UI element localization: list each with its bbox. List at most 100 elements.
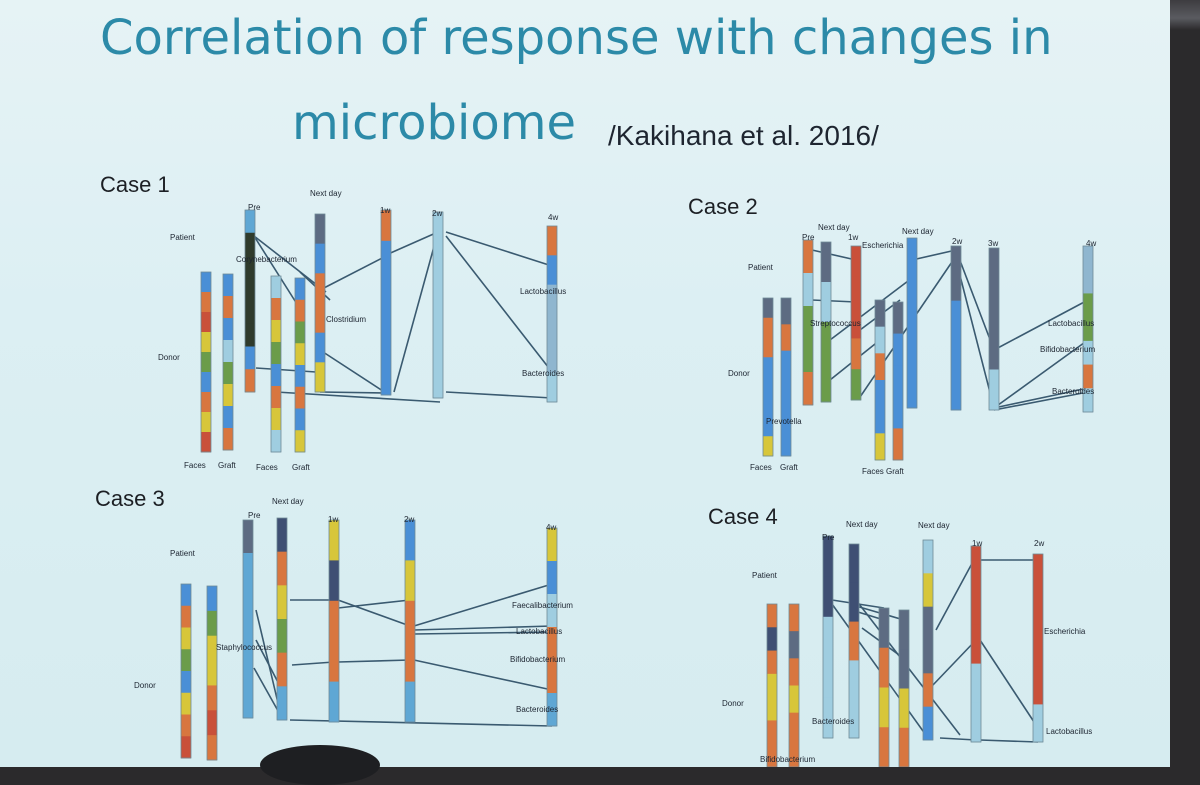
- case-1-column-3-outline: [244, 209, 256, 393]
- case-1-column-6-segment: [315, 243, 325, 274]
- case-3-column-1-segment: [181, 627, 191, 650]
- case-4-column-2-segment: [789, 658, 799, 686]
- case-2-column-2-segment: [781, 350, 791, 378]
- case-2-column-4-segment: [821, 282, 831, 323]
- case-2-label-3: Pre: [802, 233, 815, 242]
- case-4-label-2: Donor: [722, 699, 744, 708]
- case-1-column-3-segment: [245, 301, 255, 325]
- case-3-column-4-segment: [277, 619, 287, 654]
- case-3-column-7-outline: [546, 527, 558, 727]
- case-2-column-2-segment: [781, 403, 791, 431]
- case-4-column-6-segment: [899, 649, 909, 689]
- case-1-column-7-segment: [381, 302, 391, 334]
- case-3-column-6-segment: [405, 600, 415, 642]
- case-3-column-6-outline: [404, 519, 416, 723]
- case-2-label-14: Escherichia: [862, 241, 904, 250]
- case-2-connector-11: [993, 391, 1089, 411]
- case-1-column-6-segment: [315, 362, 325, 393]
- case-1-column-8-segment: [433, 212, 443, 259]
- case-2-label-15: Streptococcus: [810, 319, 861, 328]
- case-2-column-8-segment: [907, 238, 917, 273]
- case-4-column-4-segment: [849, 621, 859, 661]
- case-3-label-9: Faecalibacterium: [512, 601, 573, 610]
- case-3-column-1-segment: [181, 649, 191, 672]
- case-2-column-3-segment: [803, 306, 813, 340]
- case-1-label-8: Faces: [184, 461, 206, 470]
- case-2-connector-10: [993, 387, 1089, 409]
- case-2-column-3-segment: [803, 273, 813, 307]
- case-2-column-9-outline: [950, 245, 962, 411]
- case-1-connector-8: [445, 231, 553, 267]
- case-2-connector-8: [993, 299, 1089, 351]
- case-4-column-4-segment: [849, 699, 859, 739]
- case-2-column-1-segment: [763, 416, 773, 437]
- case-1-column-3-segment: [245, 255, 255, 279]
- case-1-column-8-segment: [433, 258, 443, 306]
- case-4-label-7: 2w: [1034, 539, 1044, 548]
- case-4-column-4-outline: [848, 543, 860, 739]
- case-2-connector-2: [811, 299, 857, 303]
- case-3-label-7: 4w: [546, 523, 556, 532]
- case-2-column-7-segment: [893, 396, 903, 429]
- case-2-label: Case 2: [688, 194, 758, 219]
- case-1-column-5-segment: [295, 386, 305, 409]
- case-4-column-9-segment: [1033, 704, 1043, 743]
- case-3-label-5: 1w: [328, 515, 338, 524]
- case-4-column-1-segment: [767, 720, 777, 745]
- case-2-label-16: Prevotella: [766, 417, 802, 426]
- case-3-column-5-outline: [328, 519, 340, 723]
- case-1-column-9-segment: [547, 284, 557, 315]
- case-4-column-2-segment: [789, 631, 799, 659]
- case-2-label-19: Bacteroides: [1052, 387, 1094, 396]
- case-4-column-4-segment: [849, 582, 859, 623]
- case-1-column-8-segment: [433, 305, 443, 352]
- case-4-label-1: Patient: [752, 571, 778, 580]
- case-4-column-6-segment: [899, 688, 909, 729]
- case-3-connector-11: [413, 659, 553, 691]
- case-3-column-5-segment: [329, 600, 339, 642]
- case-3-column-7-segment: [547, 693, 557, 727]
- case-2-label-8: 3w: [988, 239, 998, 248]
- case-3-connector-6: [337, 659, 411, 663]
- case-1-column-7-segment: [381, 271, 391, 303]
- case-4-column-3-outline: [822, 535, 834, 739]
- case-3-column-2-segment: [207, 660, 217, 686]
- case-3-column-2-segment: [207, 635, 217, 662]
- case-2-column-7-segment: [893, 428, 903, 461]
- case-3-label-1: Patient: [170, 549, 196, 558]
- case-3-label-2: Donor: [134, 681, 156, 690]
- case-2-column-7-outline: [892, 301, 904, 461]
- case-1-label-11: Graft: [292, 463, 311, 472]
- case-2-column-10-segment: [989, 288, 999, 330]
- case-3-column-3-segment: [243, 520, 253, 554]
- case-1-column-6-segment: [315, 214, 325, 245]
- case-3-column-7-segment: [547, 594, 557, 628]
- case-3-column-4-segment: [277, 686, 287, 721]
- case-2-column-8-segment: [907, 374, 917, 409]
- case-4-label-4: Next day: [846, 520, 878, 529]
- case-2-column-5-segment: [851, 307, 861, 339]
- case-1-column-7-segment: [381, 333, 391, 365]
- case-1-column-9-segment: [547, 314, 557, 344]
- case-2-label-13: Graft: [886, 467, 905, 476]
- case-4-chart: Patient Donor Pre Next day Next day 1w 2w Bacte…: [722, 520, 1092, 767]
- case-4-label: Case 4: [708, 504, 778, 529]
- case-3-column-1-outline: [180, 583, 192, 759]
- case-1-column-7-segment: [381, 210, 391, 242]
- case-1-column-1-segment: [201, 392, 211, 413]
- case-4-column-7-segment: [923, 573, 933, 608]
- case-2-label-17: Lactobacillus: [1048, 319, 1094, 328]
- case-1-column-9-segment: [547, 226, 557, 256]
- case-1-column-6-segment: [315, 332, 325, 363]
- case-2-column-11-segment: [1083, 269, 1093, 294]
- case-1-column-5-segment: [295, 343, 305, 366]
- case-2-column-11-segment: [1083, 293, 1093, 318]
- case-2-column-10-segment: [989, 329, 999, 370]
- case-2-label-2: Donor: [728, 369, 750, 378]
- case-4-column-9-outline: [1032, 553, 1044, 743]
- case-2-column-7-segment: [893, 333, 903, 366]
- case-2-column-9-segment: [951, 246, 961, 302]
- case-2-column-3-segment: [803, 372, 813, 406]
- case-2-label-6: Next day: [902, 227, 934, 236]
- case-4-connector-7: [939, 737, 977, 741]
